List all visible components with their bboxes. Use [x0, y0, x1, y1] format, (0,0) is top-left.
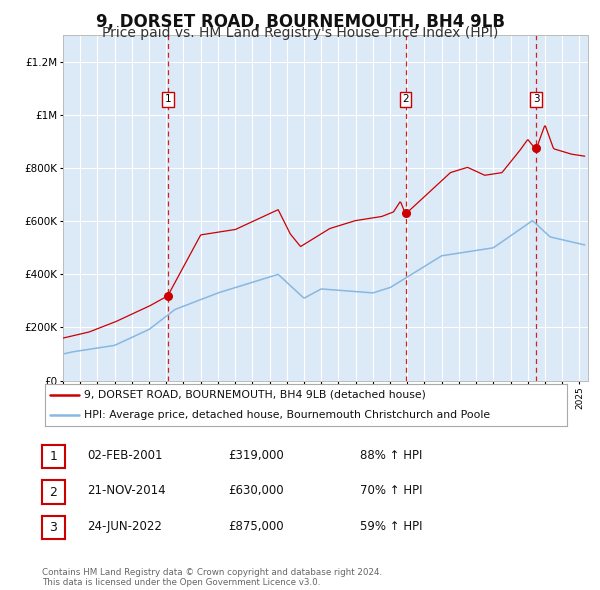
Text: £875,000: £875,000 — [228, 520, 284, 533]
Text: 1: 1 — [49, 450, 58, 463]
Text: 2: 2 — [402, 94, 409, 104]
Text: Price paid vs. HM Land Registry's House Price Index (HPI): Price paid vs. HM Land Registry's House … — [102, 26, 498, 40]
Text: 3: 3 — [49, 521, 58, 534]
Text: 1: 1 — [164, 94, 171, 104]
Text: 24-JUN-2022: 24-JUN-2022 — [87, 520, 162, 533]
Text: £630,000: £630,000 — [228, 484, 284, 497]
Text: 9, DORSET ROAD, BOURNEMOUTH, BH4 9LB (detached house): 9, DORSET ROAD, BOURNEMOUTH, BH4 9LB (de… — [84, 390, 426, 400]
Text: 3: 3 — [533, 94, 539, 104]
Text: 70% ↑ HPI: 70% ↑ HPI — [360, 484, 422, 497]
Text: 02-FEB-2001: 02-FEB-2001 — [87, 449, 163, 462]
Text: 2: 2 — [49, 486, 58, 499]
Text: 88% ↑ HPI: 88% ↑ HPI — [360, 449, 422, 462]
Text: 9, DORSET ROAD, BOURNEMOUTH, BH4 9LB: 9, DORSET ROAD, BOURNEMOUTH, BH4 9LB — [95, 13, 505, 31]
Text: Contains HM Land Registry data © Crown copyright and database right 2024.
This d: Contains HM Land Registry data © Crown c… — [42, 568, 382, 587]
Text: HPI: Average price, detached house, Bournemouth Christchurch and Poole: HPI: Average price, detached house, Bour… — [84, 409, 490, 419]
Text: 21-NOV-2014: 21-NOV-2014 — [87, 484, 166, 497]
Text: 59% ↑ HPI: 59% ↑ HPI — [360, 520, 422, 533]
Text: £319,000: £319,000 — [228, 449, 284, 462]
